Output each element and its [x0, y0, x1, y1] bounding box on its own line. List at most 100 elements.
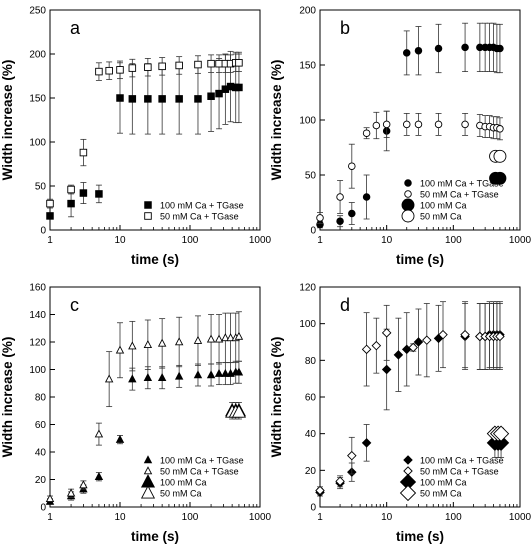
- data-point: [214, 368, 224, 377]
- y-tick-label: 150: [29, 94, 46, 105]
- data-point: [335, 476, 345, 487]
- data-point: [408, 342, 418, 353]
- data-point: [157, 338, 167, 347]
- y-tick-label: 120: [299, 283, 316, 294]
- x-tick-label: 1000: [249, 235, 272, 246]
- legend-marker: [404, 179, 412, 187]
- data-point: [104, 374, 114, 383]
- x-tick-label: 1: [47, 512, 53, 523]
- data-point: [493, 171, 507, 185]
- data-point: [144, 95, 152, 103]
- x-tick-label: 100: [445, 512, 462, 523]
- data-point: [434, 120, 443, 129]
- data-point: [193, 370, 203, 379]
- x-tick-label: 1000: [509, 512, 531, 523]
- data-point: [496, 125, 504, 133]
- y-tick-label: 20: [305, 466, 317, 477]
- data-point: [174, 371, 184, 380]
- data-point: [413, 337, 424, 347]
- legend-label: 50 mM Ca + TGase: [160, 467, 239, 477]
- data-point: [234, 367, 244, 376]
- legend-marker: [401, 198, 415, 212]
- data-point: [94, 471, 104, 481]
- x-axis-label: time (s): [396, 252, 444, 267]
- data-point: [67, 185, 75, 194]
- panel-a: 0 50 100 150 200 250 1 10 100 1000 time (s) Width i…: [0, 6, 272, 268]
- series-2: [46, 53, 243, 209]
- y-tick-label: 200: [299, 6, 316, 17]
- y-axis-label: Width increase (%): [0, 60, 15, 181]
- legend-label: 100 mM Ca + TGase: [160, 201, 244, 211]
- data-point: [221, 368, 230, 377]
- y-tick-label: 0: [40, 503, 46, 514]
- data-point: [207, 59, 215, 68]
- x-axis-label: time (s): [131, 252, 179, 267]
- y-tick-label: 160: [29, 283, 46, 294]
- y-axis-label: Width increase (%): [0, 337, 15, 458]
- legend-label: 50 mM Ca + TGase: [160, 212, 239, 222]
- y-tick-label: 0: [310, 503, 316, 514]
- data-point: [348, 209, 356, 218]
- x-axis-label: time (s): [131, 529, 179, 544]
- y-tick-label: 40: [35, 448, 47, 459]
- x-tick-label: 1: [317, 512, 323, 523]
- data-point: [336, 217, 344, 225]
- data-point: [362, 129, 371, 137]
- data-point: [95, 67, 103, 76]
- y-tick-label: 200: [29, 50, 46, 61]
- data-point: [362, 193, 371, 201]
- y-tick-label: 50: [305, 171, 317, 182]
- data-point: [158, 95, 166, 103]
- data-point: [414, 120, 423, 129]
- x-tick-label: 1: [47, 235, 53, 246]
- data-point: [115, 434, 125, 443]
- data-point: [46, 212, 54, 220]
- data-point: [461, 43, 469, 52]
- series-4: [486, 425, 510, 442]
- x-tick-label: 10: [381, 235, 393, 246]
- data-point: [402, 120, 411, 129]
- data-point: [495, 331, 505, 342]
- data-point: [460, 329, 470, 340]
- data-point: [45, 493, 55, 503]
- data-point: [158, 62, 166, 71]
- y-tick-label: 40: [305, 429, 317, 440]
- x-tick-label: 10: [114, 512, 126, 523]
- x-tick-label: 10: [381, 512, 393, 523]
- data-point: [226, 333, 235, 342]
- y-tick-label: 140: [29, 310, 46, 321]
- data-point: [348, 162, 356, 170]
- data-point: [193, 335, 203, 344]
- data-point: [438, 329, 448, 340]
- y-tick-label: 80: [305, 356, 317, 367]
- series-3: [489, 171, 507, 185]
- data-point: [361, 344, 372, 355]
- y-tick-label: 250: [29, 6, 46, 17]
- y-tick-label: 50: [35, 182, 47, 193]
- data-point: [347, 450, 357, 461]
- data-point: [496, 44, 504, 53]
- data-point: [414, 46, 423, 55]
- data-point: [381, 364, 392, 375]
- plot-frame: [49, 9, 261, 231]
- data-point: [381, 328, 392, 338]
- y-axis-label: Width increase (%): [269, 60, 284, 181]
- x-axis-label: time (s): [396, 529, 444, 544]
- data-point: [143, 372, 153, 382]
- data-point: [128, 64, 137, 72]
- data-point: [94, 429, 104, 438]
- data-point: [402, 49, 411, 57]
- legend-label: 100 mM Ca + TGase: [420, 456, 504, 466]
- y-tick-label: 20: [35, 475, 47, 486]
- data-point: [231, 404, 246, 418]
- data-point: [115, 345, 125, 354]
- panel-b: 0 50 100 150 200 1 10 100 1000 time (s) Width incr…: [269, 6, 531, 268]
- data-point: [175, 95, 183, 103]
- data-point: [206, 370, 216, 379]
- data-point: [422, 335, 432, 345]
- x-tick-label: 100: [182, 512, 199, 523]
- data-point: [157, 372, 167, 382]
- data-point: [393, 350, 404, 360]
